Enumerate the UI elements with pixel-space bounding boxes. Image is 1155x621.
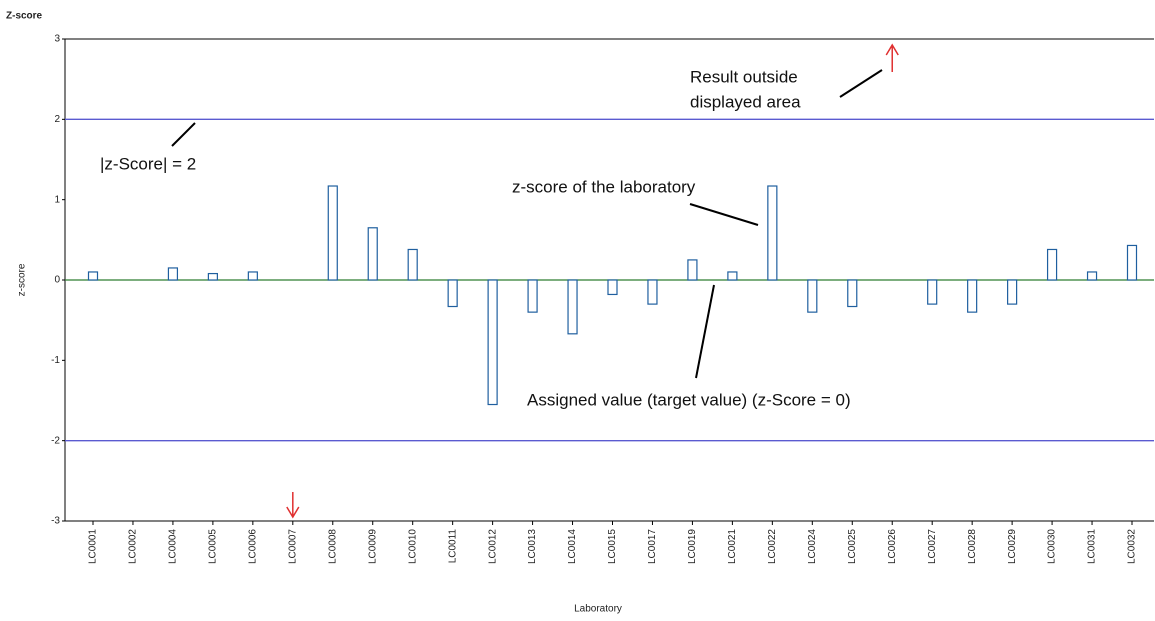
y-tick-label: -1 (51, 355, 60, 366)
x-tick-label: LC0024 (807, 529, 818, 564)
x-tick-label: LC0025 (847, 529, 858, 564)
x-tick-label: LC0015 (607, 529, 618, 564)
x-axis-label: Laboratory (574, 604, 622, 615)
bar (607, 279, 618, 296)
bar (527, 279, 538, 313)
x-tick-label: LC0031 (1087, 529, 1098, 564)
x-tick-label: LC0009 (367, 529, 378, 564)
x-tick-label: LC0030 (1047, 529, 1058, 564)
bar (367, 227, 378, 281)
x-tick-label: LC0032 (1127, 529, 1138, 564)
bar (1007, 279, 1018, 305)
bar (1046, 248, 1058, 281)
x-tick-label: LC0022 (767, 529, 778, 564)
annotation: displayed area (690, 92, 801, 111)
y-tick-label: 0 (54, 275, 60, 286)
leader-line (695, 284, 715, 379)
x-tick-label: LC0002 (128, 529, 139, 564)
y-tick-label: 1 (54, 194, 60, 205)
x-tick-label: LC0008 (327, 529, 338, 564)
bar (687, 259, 698, 281)
leader-line (689, 203, 759, 226)
annotation: Assigned value (target value) (z-Score =… (527, 390, 851, 409)
x-tick-label: LC0026 (887, 529, 898, 564)
x-tick-label: LC0007 (287, 529, 298, 564)
bar (487, 279, 498, 406)
x-tick-label: LC0010 (407, 529, 418, 564)
bar (87, 271, 99, 281)
y-tick-label: -3 (51, 516, 60, 527)
bar (767, 185, 778, 281)
x-tick-label: LC0017 (647, 529, 658, 564)
x-tick-label: LC0012 (487, 529, 498, 564)
bar (327, 185, 338, 281)
y-tick-label: 3 (54, 34, 60, 45)
x-tick-label: LC0029 (1007, 529, 1018, 564)
leader-line (171, 122, 196, 147)
annotation: |z-Score| = 2 (100, 154, 196, 173)
bar (967, 279, 978, 313)
bar (167, 267, 179, 281)
annotation: Result outside (690, 67, 798, 86)
bar (1126, 244, 1138, 281)
x-tick-label: LC0004 (168, 529, 179, 564)
x-tick-label: LC0011 (447, 529, 458, 564)
bar (447, 279, 458, 308)
bar (647, 279, 658, 305)
bar (247, 271, 258, 281)
x-tick-label: LC0021 (727, 529, 738, 564)
bar (207, 272, 218, 281)
x-tick-label: LC0019 (687, 529, 698, 564)
leader-line (839, 69, 883, 98)
bar (927, 279, 938, 305)
bar (807, 279, 818, 313)
chart-title: Z-score (6, 11, 43, 22)
bar (407, 248, 418, 281)
x-tick-label: LC0027 (927, 529, 938, 564)
x-tick-label: LC0001 (88, 529, 99, 564)
bar (1086, 271, 1098, 281)
y-axis-label: z-score (17, 263, 28, 296)
y-tick-label: -2 (51, 435, 60, 446)
y-tick-label: 2 (54, 114, 60, 125)
annotation: z-score of the laboratory (512, 177, 696, 196)
bar (727, 271, 738, 281)
outside-marker (885, 43, 899, 72)
x-tick-label: LC0013 (527, 529, 538, 564)
x-tick-label: LC0005 (208, 529, 219, 564)
bar (567, 279, 578, 335)
x-tick-label: LC0014 (567, 529, 578, 564)
x-tick-label: LC0028 (967, 529, 978, 564)
bar (847, 279, 858, 308)
outside-marker (286, 492, 300, 519)
x-tick-label: LC0006 (247, 529, 258, 564)
